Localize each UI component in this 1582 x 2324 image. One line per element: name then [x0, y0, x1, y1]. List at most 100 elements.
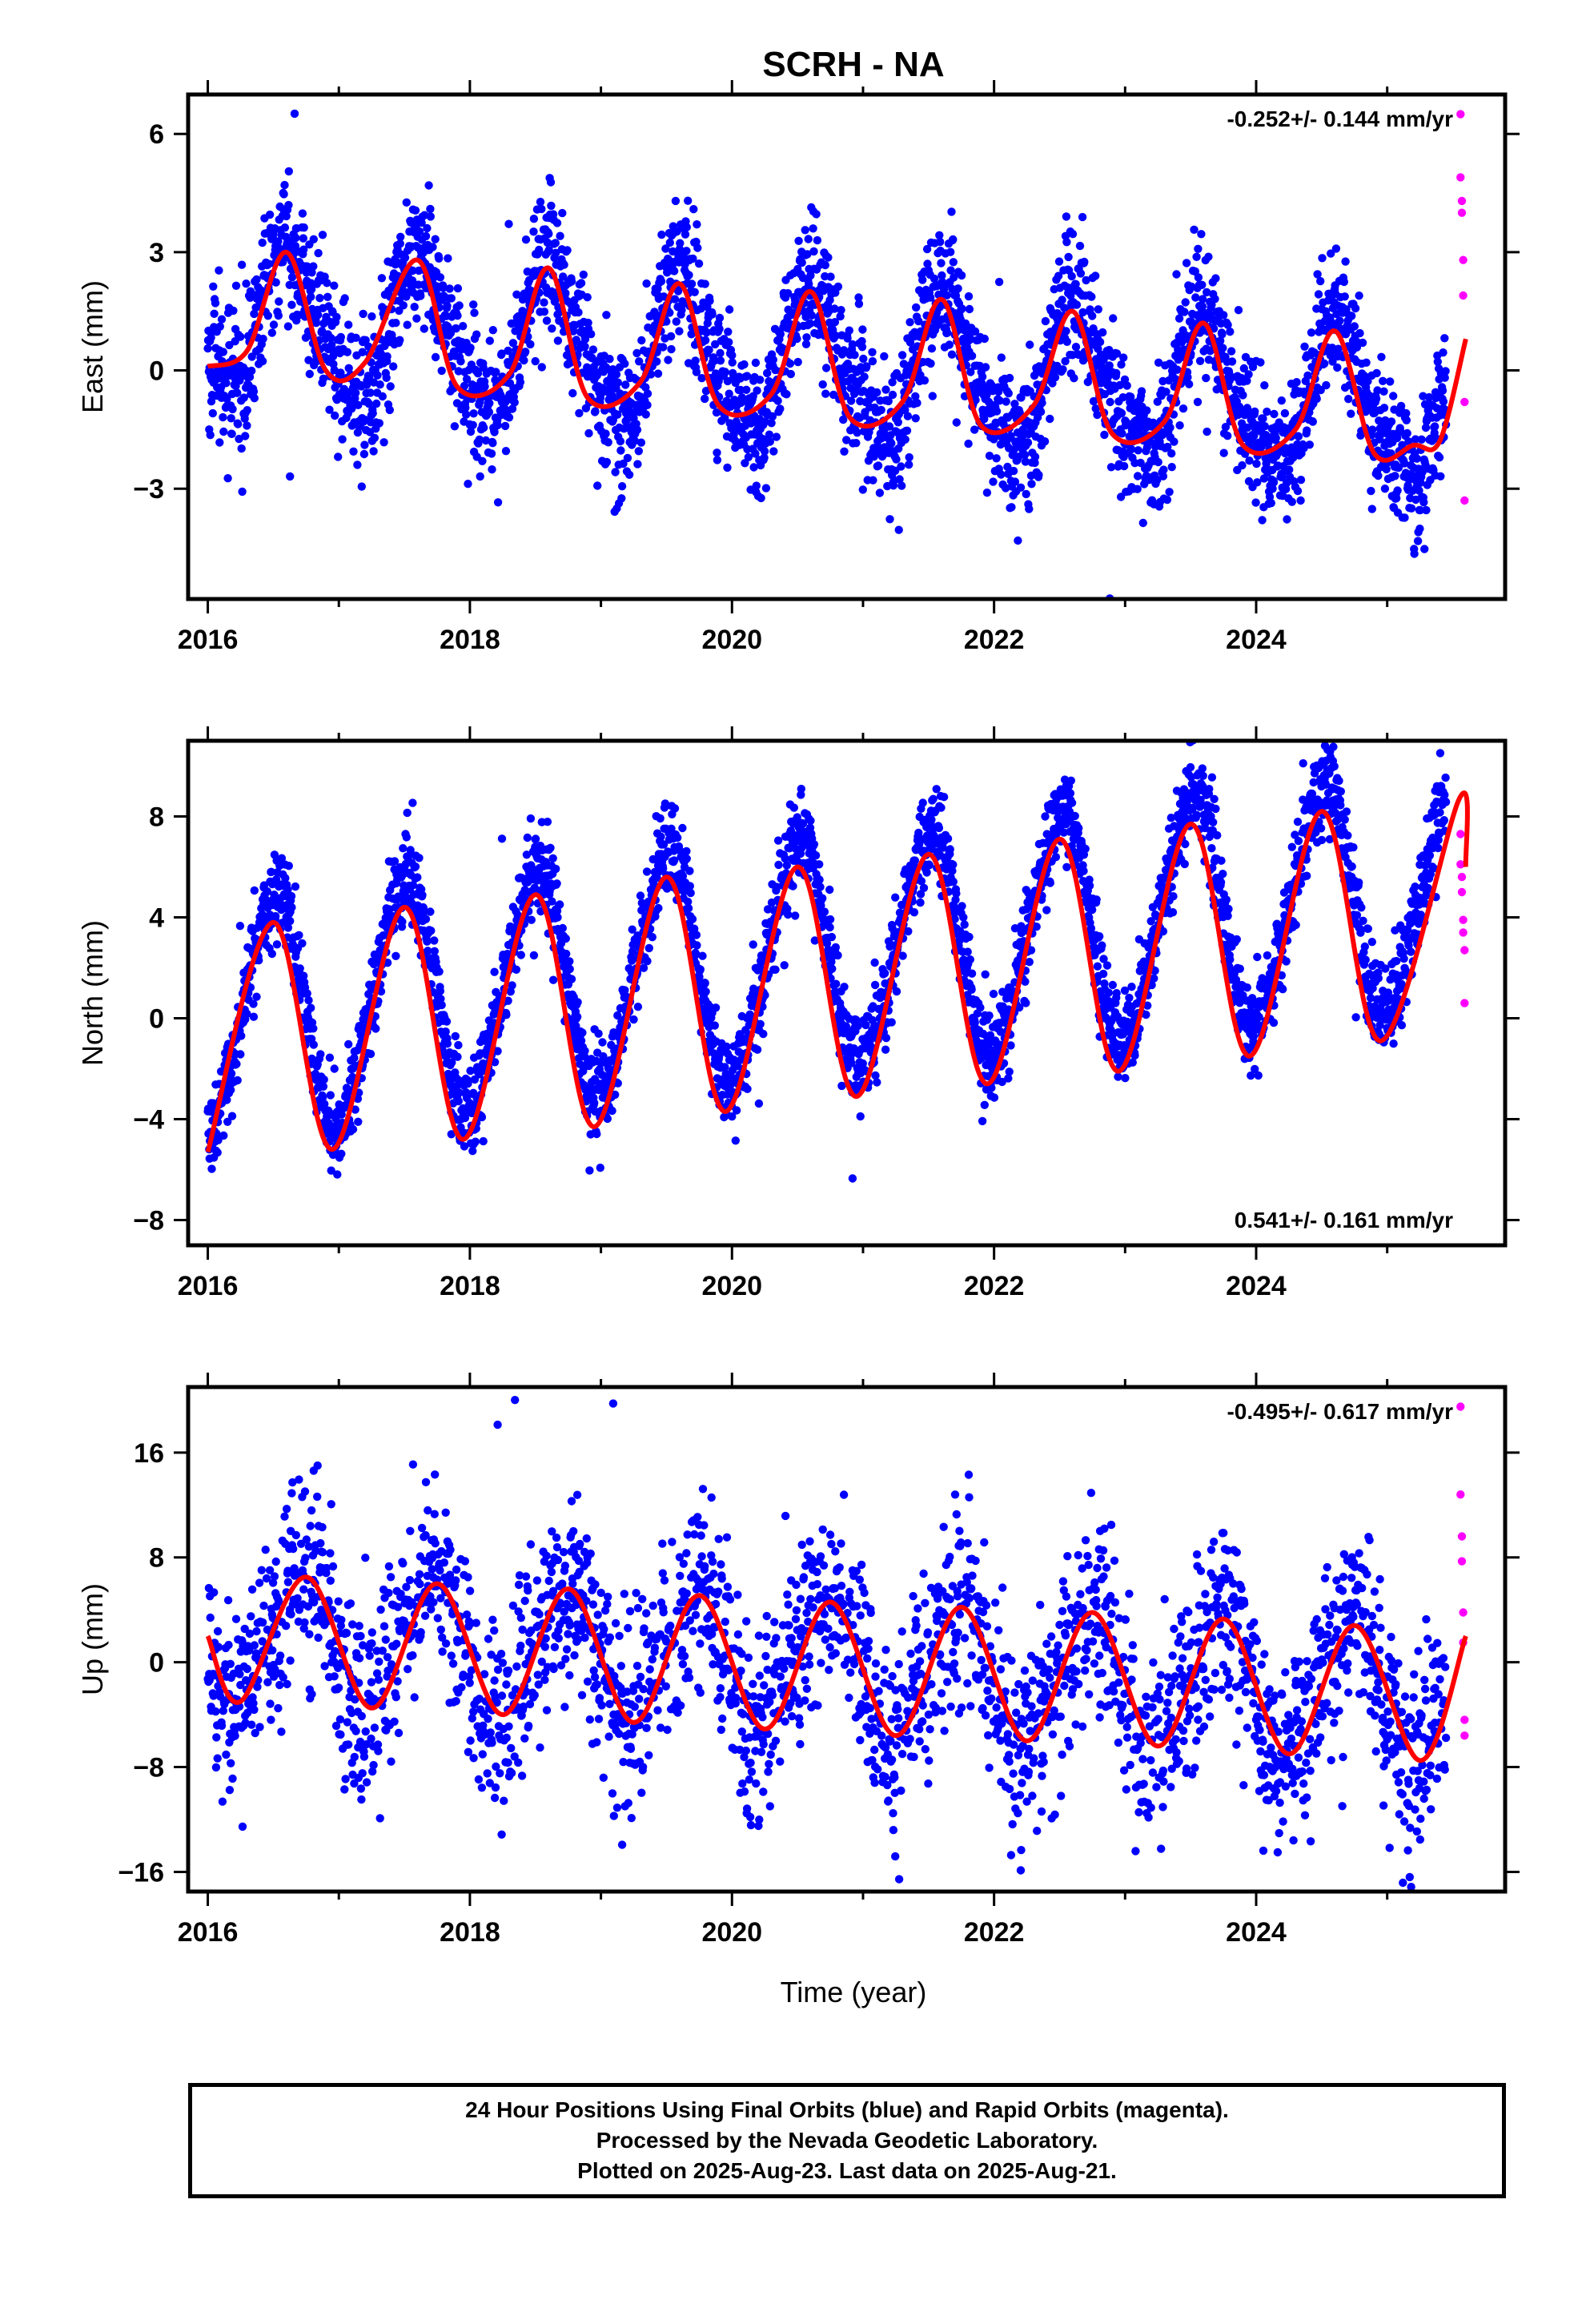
final-orbit-point [430, 936, 439, 945]
final-orbit-point [949, 258, 958, 267]
final-orbit-point [258, 910, 267, 919]
final-orbit-point [383, 352, 391, 361]
final-orbit-point [565, 964, 574, 974]
final-orbit-point [280, 223, 290, 232]
final-orbit-point [966, 368, 975, 376]
final-orbit-point [453, 283, 463, 293]
final-orbit-point [1106, 463, 1116, 472]
final-orbit-point [1134, 446, 1142, 455]
final-orbit-point [892, 455, 901, 464]
final-orbit-point [238, 487, 247, 497]
final-orbit-point [416, 292, 425, 300]
final-orbit-point [701, 387, 711, 396]
final-orbit-point [891, 466, 900, 475]
final-orbit-point [584, 318, 592, 328]
final-orbit-point [1251, 498, 1260, 507]
final-orbit-point [1296, 496, 1305, 505]
final-orbit-point [1199, 295, 1207, 304]
final-orbit-point [1050, 373, 1060, 382]
final-orbit-point [682, 854, 691, 863]
final-orbit-point [399, 844, 408, 853]
final-orbit-point [1368, 425, 1377, 434]
final-orbit-point [687, 330, 696, 339]
final-orbit-point [353, 460, 362, 469]
final-orbit-point [784, 289, 793, 298]
final-orbit-point [1165, 488, 1174, 497]
final-orbit-point [1314, 290, 1323, 299]
final-orbit-point [980, 415, 989, 424]
final-orbit-point [1041, 316, 1050, 326]
final-orbit-point [437, 1000, 446, 1010]
final-orbit-point [487, 449, 496, 458]
final-orbit-point [982, 489, 992, 497]
final-orbit-point [648, 933, 656, 942]
final-orbit-point [1058, 296, 1066, 304]
final-orbit-point [1436, 472, 1445, 480]
final-orbit-point [351, 1105, 359, 1114]
final-orbit-point [237, 444, 246, 453]
rapid-orbit-point [1456, 173, 1465, 182]
final-orbit-point [688, 915, 697, 923]
final-orbit-point [981, 363, 990, 372]
final-orbit-point [1119, 353, 1128, 362]
final-orbit-point [860, 372, 869, 381]
rapid-orbit-point [1460, 397, 1469, 407]
final-orbit-point [873, 388, 881, 397]
final-orbit-point [207, 1164, 216, 1173]
final-orbit-point [1379, 376, 1387, 385]
final-orbit-point [279, 190, 288, 199]
final-orbit-point [443, 1039, 452, 1048]
final-orbit-point [556, 231, 564, 240]
final-orbit-point [476, 472, 484, 481]
final-orbit-point [619, 459, 628, 468]
final-orbit-point [316, 1050, 325, 1059]
final-orbit-point [295, 964, 304, 973]
final-orbit-point [325, 1053, 335, 1062]
final-orbit-point [1198, 280, 1207, 289]
final-orbit-point [824, 253, 833, 262]
final-orbit-point [535, 245, 544, 255]
final-orbit-point [958, 304, 966, 313]
final-orbit-point [236, 332, 245, 341]
final-orbit-point [1126, 444, 1136, 454]
final-orbit-point [1393, 486, 1402, 495]
final-orbit-point [637, 899, 646, 907]
final-orbit-point [375, 380, 384, 389]
final-orbit-point [1191, 293, 1200, 302]
final-orbit-point [430, 947, 439, 956]
final-orbit-point [1070, 374, 1078, 383]
final-orbit-point [488, 439, 497, 448]
final-orbit-point [893, 418, 903, 427]
final-orbit-point [544, 246, 553, 255]
final-orbit-point [772, 432, 781, 441]
final-orbit-point [573, 998, 582, 1007]
final-orbit-point [1260, 381, 1269, 390]
final-orbit-point [1178, 404, 1188, 413]
final-orbit-point [1219, 448, 1228, 457]
east-y-axis-label: East (mm) [76, 280, 109, 413]
final-orbit-point [579, 270, 588, 279]
final-orbit-point [1066, 292, 1075, 300]
final-orbit-point [291, 242, 300, 251]
final-orbit-point [1062, 327, 1070, 336]
final-orbit-point [512, 965, 521, 975]
final-orbit-point [1158, 472, 1168, 480]
final-orbit-point [267, 949, 276, 959]
final-orbit-point [613, 1011, 622, 1020]
final-orbit-point [263, 312, 272, 320]
final-orbit-point [358, 348, 367, 356]
final-orbit-point [1219, 344, 1227, 352]
final-orbit-point [1413, 537, 1423, 545]
final-orbit-point [215, 266, 223, 275]
final-orbit-point [869, 476, 877, 485]
final-orbit-point [454, 1040, 463, 1050]
final-orbit-point [701, 394, 709, 404]
final-orbit-point [616, 446, 625, 455]
final-orbit-point [590, 1099, 599, 1108]
final-orbit-point [318, 1093, 327, 1103]
final-orbit-point [307, 285, 316, 294]
final-orbit-point [516, 324, 524, 333]
final-orbit-point [1071, 279, 1080, 288]
final-orbit-point [553, 336, 563, 345]
final-orbit-point [512, 290, 521, 299]
